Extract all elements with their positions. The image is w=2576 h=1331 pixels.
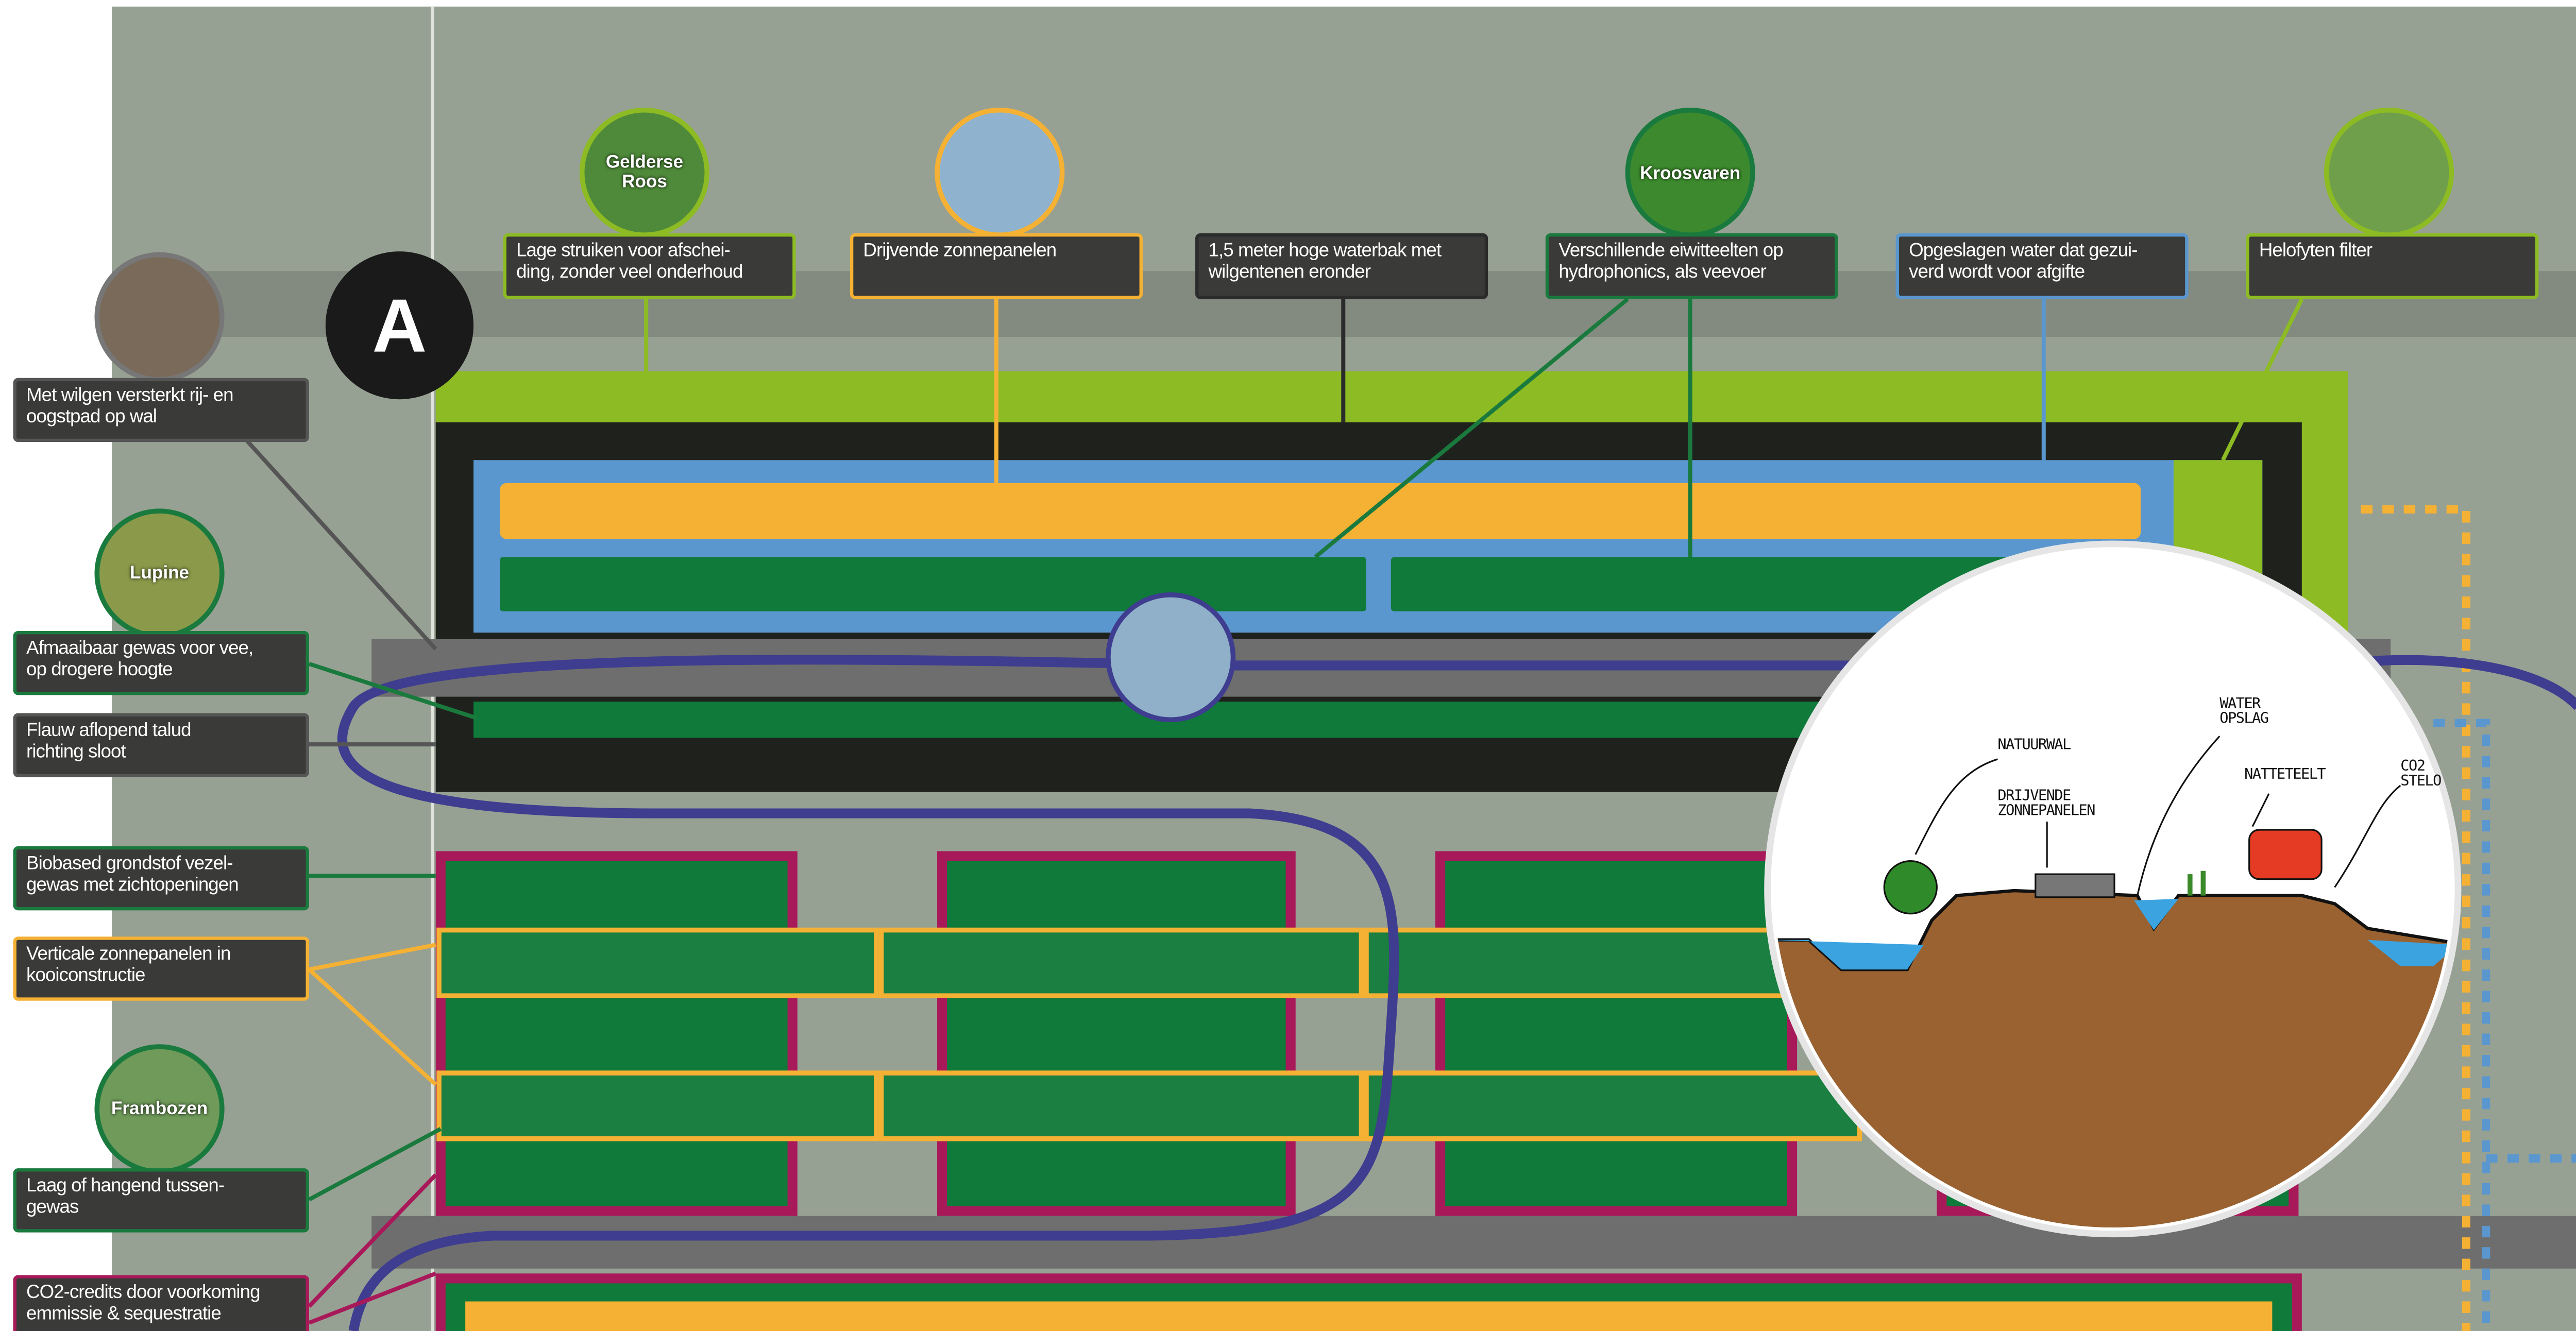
photo-label: Lupine bbox=[94, 564, 225, 583]
callout: Met wilgen versterkt rij- en oogstpad op… bbox=[13, 378, 309, 442]
field bbox=[446, 861, 788, 1206]
photo bbox=[1108, 595, 1233, 720]
floating-solar bbox=[500, 483, 2141, 539]
callout: Helofyten filter bbox=[2246, 233, 2538, 299]
photo bbox=[2327, 110, 2452, 235]
sketch-bush bbox=[1884, 861, 1937, 914]
plan bbox=[0, 0, 2576, 1331]
photo-label: Gelderse Roos bbox=[579, 153, 710, 193]
callout: Opgeslagen water dat gezui- verd wordt v… bbox=[1896, 233, 2189, 299]
callout: 1,5 meter hoge waterbak met wilgentenen … bbox=[1195, 233, 1488, 299]
callout: Drijvende zonnepanelen bbox=[850, 233, 1143, 299]
callout: Verschillende eiwitteelten op hydrophoni… bbox=[1546, 233, 1838, 299]
callout: Lage struiken voor afschei- ding, zonder… bbox=[503, 233, 796, 299]
field bbox=[947, 861, 1285, 1206]
sketch-label: DRIJVENDE ZONNEPANELEN bbox=[1997, 790, 2094, 820]
callout: Flauw aflopend talud richting sloot bbox=[13, 713, 309, 777]
solar-row bbox=[439, 1073, 876, 1139]
callout: Laag of hangend tussen- gewas bbox=[13, 1168, 309, 1232]
solar-row bbox=[882, 1073, 1362, 1139]
sketch-tractor bbox=[2249, 830, 2321, 879]
sketch-label: WATER OPSLAG bbox=[2219, 698, 2268, 728]
photo bbox=[937, 110, 1062, 235]
callout: Verticale zonnepanelen in kooiconstructi… bbox=[13, 936, 309, 1000]
photo-label: Frambozen bbox=[94, 1099, 225, 1119]
hydroponics bbox=[500, 557, 1366, 611]
section-badge: A bbox=[326, 251, 473, 399]
solar-row bbox=[439, 930, 876, 996]
sketch-label: CO2 STELO bbox=[2400, 761, 2441, 790]
solar-row bbox=[882, 930, 1362, 996]
callout: Afmaaibaar gewas voor vee, op drogere ho… bbox=[13, 631, 309, 695]
page: A Lage struiken voor afschei- ding, zond… bbox=[0, 0, 2576, 1331]
photo bbox=[97, 254, 222, 379]
field bbox=[1445, 861, 1787, 1206]
solar-row bbox=[465, 1302, 2272, 1331]
path bbox=[371, 1216, 2576, 1269]
sketch-solar bbox=[2036, 874, 2114, 897]
sketch-label: NATTETEELT bbox=[2244, 769, 2325, 784]
diagram: A Lage struiken voor afschei- ding, zond… bbox=[0, 0, 2576, 1331]
photo-label: Kroosvaren bbox=[1624, 164, 1756, 184]
solar-row bbox=[1366, 1073, 1859, 1139]
callout: Biobased grondstof vezel- gewas met zich… bbox=[13, 846, 309, 910]
sketch-label: NATUURWAL bbox=[1997, 740, 2070, 755]
callout: CO2-credits door voorkoming emmissie & s… bbox=[13, 1275, 309, 1331]
